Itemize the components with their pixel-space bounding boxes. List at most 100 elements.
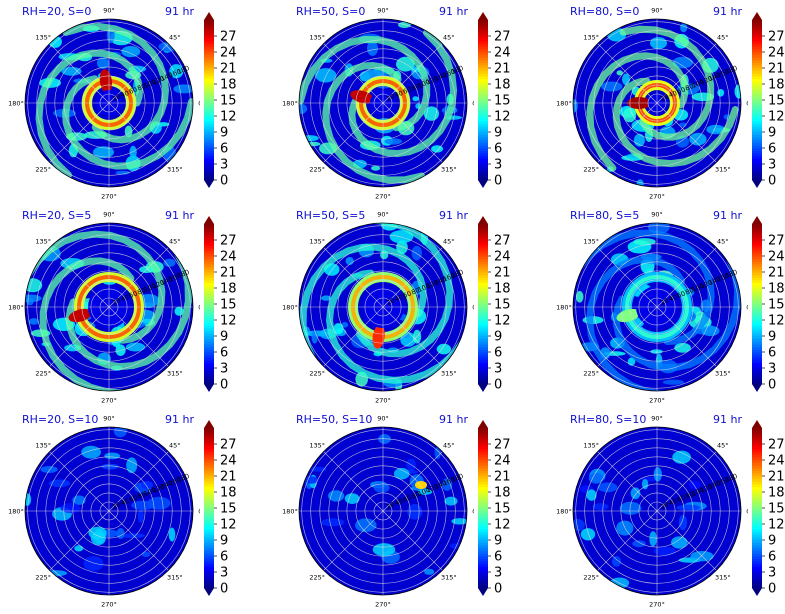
colorbar-segment bbox=[478, 269, 488, 273]
colorbar-segment bbox=[204, 500, 214, 504]
field-cell bbox=[169, 64, 184, 79]
colorbar-segment bbox=[752, 346, 762, 350]
field-cell bbox=[630, 487, 641, 500]
colorbar-segment bbox=[752, 38, 762, 42]
colorbar-extend-min bbox=[478, 384, 488, 392]
colorbar-segment bbox=[752, 561, 762, 565]
colorbar-segment bbox=[478, 33, 488, 37]
colorbar-segment bbox=[204, 158, 214, 162]
angle-tick-label: 270° bbox=[101, 397, 117, 405]
angle-tick-label: 135° bbox=[583, 442, 599, 450]
colorbar-segment bbox=[752, 253, 762, 257]
colorbar-segment bbox=[478, 248, 488, 252]
colorbar-tick-label: 15 bbox=[220, 94, 237, 109]
colorbar-segment bbox=[478, 550, 488, 554]
colorbar-tick-label: 18 bbox=[494, 78, 511, 93]
colorbar-segment bbox=[204, 330, 214, 334]
field-cell bbox=[650, 37, 667, 50]
colorbar-segment bbox=[478, 266, 488, 270]
colorbar-segment bbox=[478, 169, 488, 173]
colorbar-segment bbox=[752, 150, 762, 154]
colorbar-segment bbox=[478, 577, 488, 581]
radial-tick-label: 80 bbox=[410, 286, 421, 297]
colorbar-segment bbox=[752, 484, 762, 488]
panel-title: RH=80, S=0 bbox=[570, 5, 640, 18]
radial-tick-label: 60 bbox=[128, 85, 139, 96]
panel-3: RH=80, S=091 hr204060801001201401601800°… bbox=[548, 2, 785, 206]
colorbar-segment bbox=[204, 44, 214, 48]
angle-tick-label: 90° bbox=[103, 7, 115, 15]
colorbar-segment bbox=[752, 526, 762, 530]
colorbar-extend-min bbox=[204, 384, 214, 392]
colorbar-segment bbox=[204, 156, 214, 160]
colorbar-segment bbox=[752, 478, 762, 482]
colorbar-segment bbox=[478, 44, 488, 48]
field-cell bbox=[632, 540, 646, 548]
colorbar-tick-label: 15 bbox=[494, 502, 511, 517]
colorbar-segment bbox=[204, 242, 214, 246]
colorbar-segment bbox=[752, 86, 762, 90]
colorbar-segment bbox=[478, 290, 488, 294]
colorbar-segment bbox=[478, 473, 488, 477]
field-cell bbox=[81, 445, 101, 459]
colorbar-segment bbox=[752, 468, 762, 472]
colorbar-tick-label: 9 bbox=[768, 330, 776, 345]
colorbar-segment bbox=[478, 258, 488, 262]
colorbar-segment bbox=[478, 438, 488, 442]
angular-grid-line bbox=[323, 247, 384, 308]
colorbar-segment bbox=[752, 250, 762, 254]
colorbar-segment bbox=[204, 234, 214, 238]
colorbar-segment bbox=[752, 33, 762, 37]
colorbar-segment bbox=[478, 449, 488, 453]
colorbar-segment bbox=[478, 564, 488, 568]
colorbar-tick-label: 27 bbox=[768, 234, 785, 249]
colorbar-segment bbox=[204, 441, 214, 445]
angle-tick-label: 0° bbox=[746, 100, 748, 108]
angle-tick-label: 180° bbox=[556, 100, 572, 108]
polar-frame bbox=[298, 18, 468, 188]
angle-tick-label: 315° bbox=[441, 573, 457, 581]
colorbar-segment bbox=[204, 341, 214, 345]
panel-time: 91 hr bbox=[439, 209, 468, 222]
panel-4: RH=20, S=591 hr204060801001201401601800°… bbox=[0, 206, 262, 410]
panel-title: RH=20, S=5 bbox=[22, 209, 92, 222]
field-cell bbox=[424, 568, 435, 575]
panel-title: RH=50, S=10 bbox=[296, 413, 373, 426]
angular-grid-line bbox=[656, 102, 717, 163]
angle-tick-label: 90° bbox=[103, 211, 115, 219]
colorbar-segment bbox=[752, 172, 762, 176]
colorbar-segment bbox=[204, 70, 214, 74]
angle-tick-label: 180° bbox=[556, 304, 572, 312]
polar-plot: 204060801001201401601800°45°90°135°180°2… bbox=[8, 7, 200, 201]
colorbar-segment bbox=[752, 54, 762, 58]
colorbar-segment bbox=[204, 320, 214, 324]
colorbar-segment bbox=[204, 62, 214, 66]
colorbar-segment bbox=[478, 301, 488, 305]
colorbar-tick-label: 6 bbox=[220, 346, 228, 361]
colorbar-segment bbox=[478, 365, 488, 369]
colorbar-segment bbox=[204, 430, 214, 434]
colorbar-segment bbox=[204, 269, 214, 273]
colorbar-segment bbox=[478, 542, 488, 546]
colorbar-tick-label: 3 bbox=[494, 362, 502, 377]
angle-tick-label: 0° bbox=[472, 304, 474, 312]
colorbar-segment bbox=[478, 65, 488, 69]
radial-tick-label: 20 bbox=[385, 296, 396, 307]
colorbar-segment bbox=[752, 454, 762, 458]
colorbar-tick-label: 12 bbox=[768, 314, 785, 329]
colorbar-segment bbox=[204, 232, 214, 236]
field-cell bbox=[689, 132, 707, 146]
colorbar-segment bbox=[204, 97, 214, 101]
colorbar-segment bbox=[204, 580, 214, 584]
colorbar-segment bbox=[752, 553, 762, 557]
colorbar-tick-label: 3 bbox=[220, 566, 228, 581]
colorbar-segment bbox=[478, 446, 488, 450]
colorbar-segment bbox=[478, 22, 488, 26]
panel-title: RH=20, S=0 bbox=[22, 5, 92, 18]
angle-tick-label: 180° bbox=[8, 100, 24, 108]
field-cell bbox=[653, 467, 662, 482]
colorbar-extend-min bbox=[752, 180, 762, 188]
panel-title: RH=50, S=0 bbox=[296, 5, 366, 18]
field-cell bbox=[393, 467, 410, 480]
